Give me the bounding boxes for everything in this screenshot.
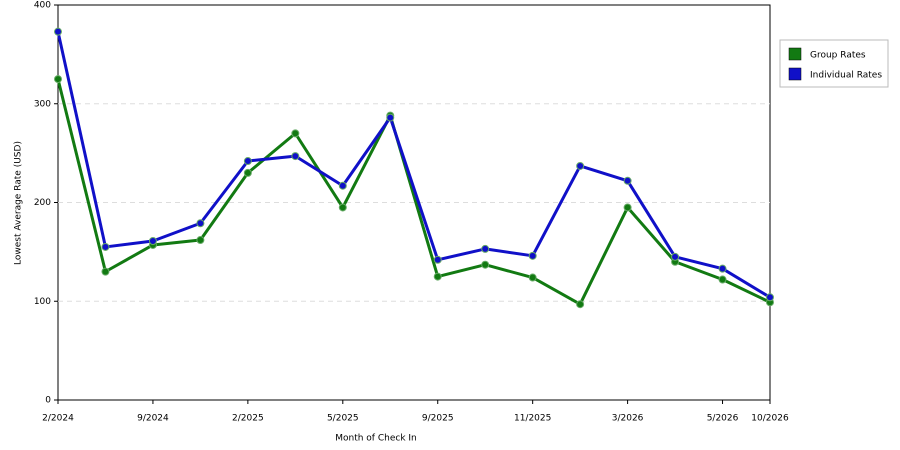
series-line: [56, 31, 771, 299]
data-point: [718, 275, 727, 284]
data-point: [338, 203, 347, 212]
x-tick-label: 5/2025: [327, 414, 359, 424]
data-point: [433, 255, 442, 264]
legend-swatch: [788, 47, 802, 61]
x-tick-label: 2/2024: [42, 414, 74, 424]
y-tick-label: 300: [34, 99, 51, 109]
data-point: [101, 242, 110, 251]
data-point: [243, 157, 252, 166]
data-point: [766, 293, 774, 302]
data-point: [528, 273, 537, 282]
x-tick-label: 5/2026: [707, 414, 739, 424]
legend-label: Group Rates: [810, 51, 866, 61]
data-point: [671, 252, 680, 261]
data-point: [148, 237, 157, 246]
data-point: [54, 75, 62, 84]
data-point: [481, 260, 490, 269]
data-point: [718, 264, 727, 273]
legend-label: Individual Rates: [810, 71, 882, 81]
y-tick-label: 200: [34, 198, 51, 208]
data-point: [54, 27, 62, 36]
x-tick-label: 11/2025: [514, 414, 551, 424]
legend-swatch: [788, 67, 802, 81]
data-point: [196, 236, 205, 245]
data-point: [338, 181, 347, 190]
y-tick-label: 100: [34, 297, 51, 307]
data-point: [243, 168, 252, 177]
x-tick-label: 10/2026: [751, 414, 789, 424]
x-tick-label: 3/2026: [612, 414, 644, 424]
data-point: [623, 176, 632, 185]
data-point: [196, 219, 205, 228]
data-point: [528, 251, 537, 260]
data-point: [291, 152, 300, 161]
data-point: [433, 272, 442, 281]
data-point: [291, 129, 300, 138]
data-point: [386, 113, 395, 122]
y-axis-label: Lowest Average Rate (USD): [14, 141, 24, 265]
x-axis-label: Month of Check In: [335, 434, 417, 444]
x-tick-label: 2/2025: [232, 414, 264, 424]
data-point: [481, 244, 490, 253]
y-tick-label: 400: [34, 1, 51, 11]
x-tick-label: 9/2025: [422, 414, 454, 424]
x-tick-label: 9/2024: [137, 414, 169, 424]
data-point: [576, 300, 585, 309]
data-point: [623, 203, 632, 212]
data-point: [576, 161, 585, 170]
data-point: [101, 267, 110, 276]
series-line: [56, 78, 771, 306]
y-tick-label: 0: [45, 396, 51, 406]
